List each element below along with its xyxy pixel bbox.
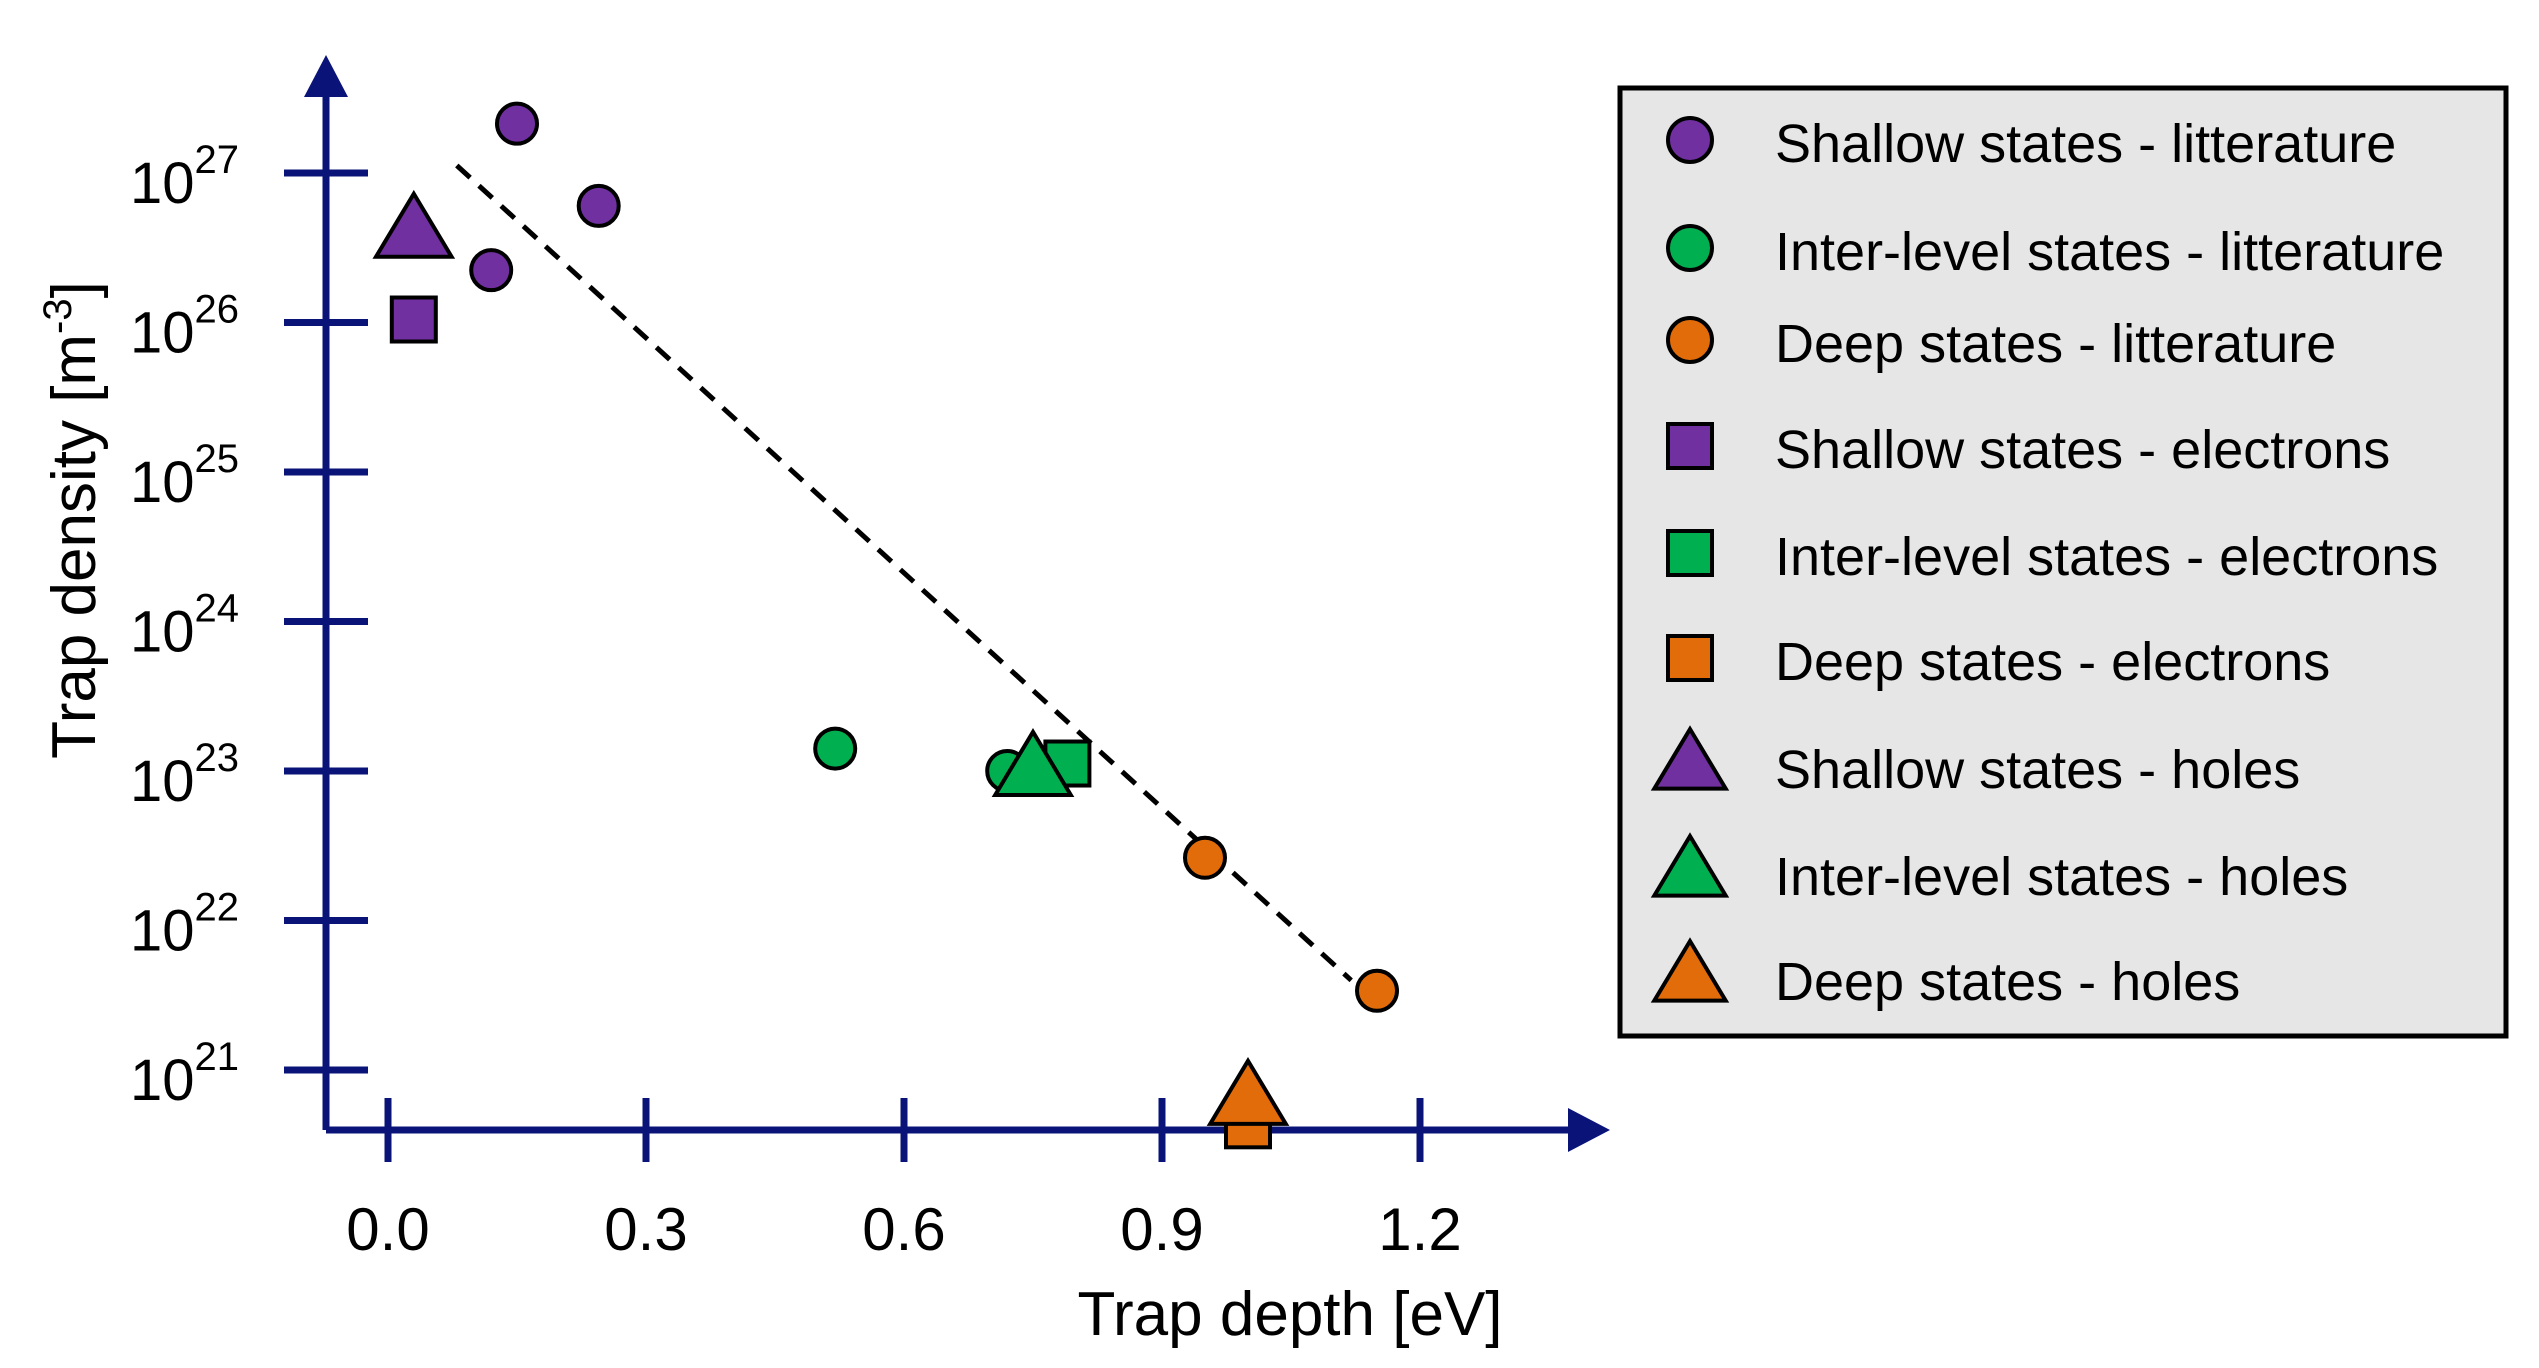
y-axis-label-suffix: ]	[40, 281, 109, 298]
y-axis-arrowhead	[304, 55, 348, 97]
fit-line	[455, 163, 1353, 983]
y-axis-label: Trap density [m-3]	[36, 281, 109, 759]
legend-label: Deep states - litterature	[1775, 314, 2336, 374]
y-tick-label: 1026	[130, 288, 239, 366]
y-tick-exponent: 21	[195, 1035, 240, 1079]
data-point-triangle	[991, 728, 1075, 797]
data-point-circle	[469, 248, 514, 293]
data-point-triangle	[1206, 1056, 1290, 1126]
y-tick-base: 10	[130, 600, 195, 665]
y-tick-base: 10	[130, 749, 195, 814]
legend-marker-triangle	[1650, 832, 1730, 898]
x-axis-arrowhead	[1568, 1108, 1610, 1152]
y-tick-label: 1022	[130, 886, 239, 964]
legend-label: Shallow states - holes	[1775, 740, 2300, 800]
legend-marker-square	[1666, 634, 1714, 682]
legend-marker-triangle	[1650, 937, 1730, 1003]
y-axis-label-text: Trap density [m	[40, 334, 109, 759]
data-point-circle	[495, 101, 539, 146]
y-tick-label: 1021	[130, 1035, 239, 1113]
legend-marker-square	[1666, 422, 1714, 470]
data-point-circle	[1355, 968, 1399, 1013]
x-axis-label: Trap depth [eV]	[1077, 1280, 1502, 1349]
y-tick-base: 10	[130, 899, 195, 964]
y-tick-exponent: 27	[195, 138, 240, 182]
legend-marker-triangle	[1650, 725, 1730, 791]
y-tick-exponent: 23	[195, 736, 240, 780]
data-point-circle	[576, 183, 621, 228]
legend-marker-circle	[1666, 116, 1714, 164]
y-tick-base: 10	[130, 450, 195, 515]
x-axis-ticks: 0.0 0.3 0.6 0.9 1.2	[346, 1098, 1462, 1263]
legend-marker-circle	[1666, 224, 1714, 272]
data-points	[372, 101, 1399, 1150]
axes	[304, 55, 1610, 1152]
fit-line-group	[455, 163, 1353, 983]
x-tick-label: 0.0	[346, 1196, 429, 1263]
legend-box	[1617, 85, 2509, 1039]
y-tick-label: 1023	[130, 736, 239, 814]
y-tick-exponent: 25	[195, 437, 240, 481]
y-tick-base: 10	[130, 301, 195, 366]
x-tick-label: 1.2	[1378, 1196, 1461, 1263]
y-tick-label: 1027	[130, 138, 239, 216]
y-tick-exponent: 24	[195, 587, 240, 631]
y-tick-exponent: 22	[195, 886, 240, 930]
legend-label: Inter-level states - electrons	[1775, 527, 2438, 587]
x-tick-label: 0.9	[1120, 1196, 1203, 1263]
legend-label: Shallow states - litterature	[1775, 114, 2396, 174]
x-tick-label: 0.6	[862, 1196, 945, 1263]
legend-label: Shallow states - electrons	[1775, 420, 2390, 480]
y-tick-label: 1024	[130, 587, 239, 665]
x-tick-label: 0.3	[604, 1196, 687, 1263]
data-point-circle	[1183, 835, 1227, 880]
legend-label: Inter-level states - litterature	[1775, 222, 2444, 282]
legend-label: Deep states - holes	[1775, 952, 2240, 1012]
legend-label: Deep states - electrons	[1775, 632, 2330, 692]
legend: Shallow states - litterature Inter-level …	[1617, 85, 2509, 1039]
legend-label: Inter-level states - holes	[1775, 847, 2348, 907]
y-tick-base: 10	[130, 1048, 195, 1113]
y-tick-label: 1025	[130, 437, 239, 515]
data-point-circle	[813, 726, 858, 771]
y-axis-label-exponent: -3	[36, 298, 80, 334]
y-tick-base: 10	[130, 151, 195, 216]
legend-marker-circle	[1666, 316, 1714, 364]
data-point-square	[389, 295, 438, 344]
data-point-triangle	[372, 189, 456, 259]
legend-marker-square	[1666, 529, 1714, 577]
y-tick-exponent: 26	[195, 288, 240, 332]
